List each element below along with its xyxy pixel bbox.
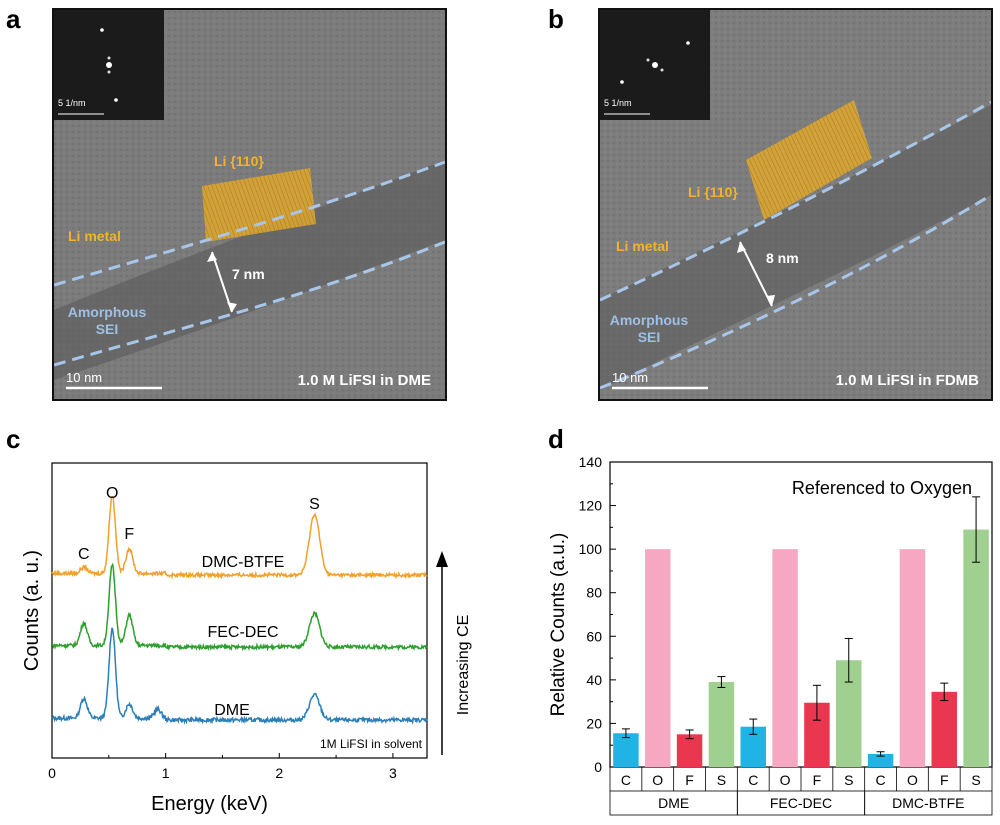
eds-spectra-chart: 0 1 2 3 Energy (keV) Counts (a. u.) DME FEC-DEC…: [21, 462, 472, 815]
peak-label: O: [106, 485, 118, 502]
y-tick-label: 60: [586, 628, 602, 644]
peak-label: C: [78, 546, 90, 563]
panel-label-b: b: [548, 4, 564, 34]
group-cell: [864, 790, 993, 816]
footnote-c: 1M LiFSI in solvent: [320, 737, 423, 751]
lattice-label-b: Li {110}: [688, 184, 738, 200]
thickness-arrow-b: [739, 241, 773, 307]
element-label: F: [940, 772, 949, 788]
panel-label-c: c: [6, 424, 21, 454]
group-label: DME: [658, 795, 689, 811]
y-axis-label-d: Relative Counts (a.u.): [548, 533, 569, 717]
inset-scale-a: 5 1/nm: [58, 98, 86, 108]
inset-scale-b: 5 1/nm: [604, 98, 632, 108]
element-label: O: [780, 772, 791, 788]
bar-dme-c: [613, 733, 639, 767]
bar-dmc-btfe-f: [931, 691, 957, 767]
element-label: C: [621, 772, 631, 788]
peak-label: S: [309, 496, 320, 513]
thickness-arrow-a: [211, 251, 233, 313]
scale-bar-label-b: 10 nm: [612, 370, 649, 385]
y-tick-label: 100: [579, 541, 603, 557]
caption-b: 1.0 M LiFSI in FDMB: [835, 372, 979, 389]
spectrum-line-dmc-btfe: [51, 495, 428, 580]
y-tick-label: 120: [579, 498, 603, 514]
tem-image-a: 5 1/nm Li {110} Li metal Amorphous SEI 7…: [52, 8, 447, 401]
x-tick-label: 2: [275, 765, 283, 781]
bar-dme-s: [708, 682, 735, 767]
spectrum-line-fec-dec: [51, 562, 428, 652]
element-label: S: [971, 772, 980, 788]
sei-boundary-lower-a: [54, 240, 445, 367]
y-tick-label: 0: [594, 759, 602, 775]
bar-fec-dec-o: [772, 549, 798, 767]
series-label: FEC-DEC: [207, 624, 278, 641]
x-tick-label: 3: [389, 765, 397, 781]
bar-dmc-btfe-s: [963, 529, 989, 767]
element-label: S: [717, 772, 726, 788]
caption-a: 1.0 M LiFSI in DME: [297, 372, 431, 389]
scale-bar-label-a: 10 nm: [66, 370, 103, 385]
y-tick-label: 140: [579, 454, 603, 470]
thickness-label-a: 7 nm: [232, 266, 265, 282]
panel-label-d: d: [548, 424, 564, 454]
element-label: S: [844, 772, 853, 788]
increasing-ce-label: Increasing CE: [455, 615, 472, 716]
chart-title-d: Referenced to Oxygen: [792, 478, 972, 498]
y-tick-label: 40: [586, 672, 602, 688]
lattice-overlay-a: [202, 168, 316, 242]
sei-label-b: Amorphous SEI: [609, 312, 689, 345]
element-label: O: [652, 772, 663, 788]
group-label: DMC-BTFE: [892, 795, 964, 811]
lattice-overlay-b: [746, 100, 872, 220]
tem-image-b: 5 1/nm Li {110} Li metal Amorphous SEI 8…: [598, 8, 993, 401]
group-label: FEC-DEC: [770, 795, 832, 811]
x-tick-label: 1: [162, 765, 170, 781]
spectrum-line-dme: [51, 627, 428, 725]
y-tick-label: 80: [586, 585, 602, 601]
bar-dmc-btfe-c: [867, 753, 894, 767]
thickness-label-b: 8 nm: [766, 250, 799, 266]
element-label: O: [907, 772, 918, 788]
peak-label: F: [124, 526, 134, 543]
element-label: C: [748, 772, 758, 788]
fft-inset-b: 5 1/nm: [600, 10, 710, 120]
bar-dmc-btfe-o: [899, 549, 926, 767]
element-label: F: [685, 772, 694, 788]
sei-boundary-lower-b: [600, 193, 991, 390]
element-label: C: [876, 772, 886, 788]
element-label: F: [813, 772, 822, 788]
sei-boundary-upper-b: [600, 100, 991, 302]
x-axis-label-c: Energy (keV): [151, 793, 268, 815]
series-label: DME: [214, 702, 250, 719]
plot-frame-c: [51, 462, 428, 759]
lattice-label-a: Li {110}: [214, 153, 264, 169]
relative-counts-chart: 0 20 40 60 80 100 120 140 Relative Counts (a.u.)…: [548, 454, 993, 816]
bar-dme-f: [676, 734, 703, 767]
arrow-head: [436, 551, 448, 567]
panel-label-a: a: [6, 4, 21, 34]
metal-label-a: Li metal: [68, 228, 121, 244]
bar-dme-o: [645, 549, 671, 767]
y-axis-label-c: Counts (a. u.): [21, 550, 43, 671]
x-tick-label: 0: [48, 765, 56, 781]
metal-label-b: Li metal: [616, 238, 669, 254]
sei-boundary-upper-a: [54, 160, 445, 287]
fft-inset-a: 5 1/nm: [54, 10, 164, 120]
sei-label-a: Amorphous SEI: [67, 304, 147, 337]
y-tick-label: 20: [586, 715, 602, 731]
series-label: DMC-BTFE: [202, 554, 285, 571]
